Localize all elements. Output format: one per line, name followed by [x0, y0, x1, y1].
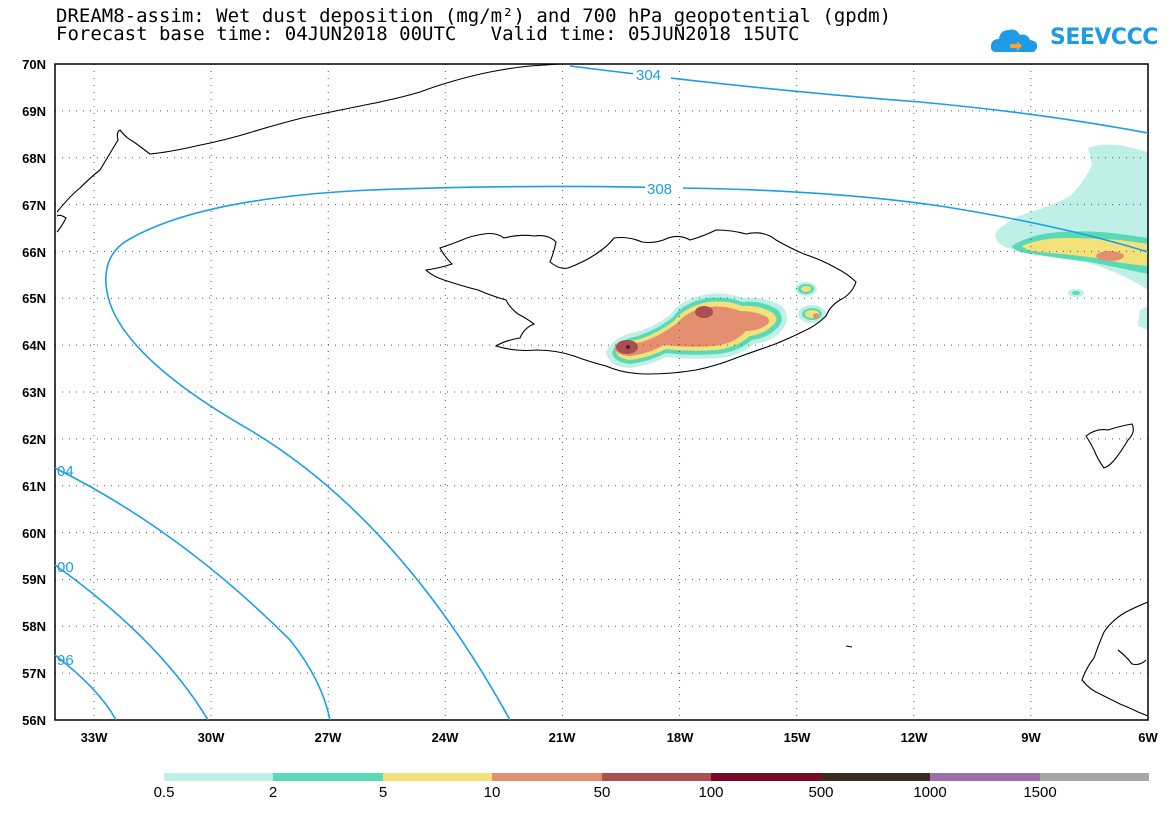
lat-label-63n: 63N [22, 385, 46, 400]
seevccc-logo [990, 29, 1038, 53]
lat-label-65n: 65N [22, 291, 46, 306]
faroe-islands [1085, 423, 1134, 469]
lon-label-24w: 24W [432, 730, 459, 745]
lon-label-30w: 30W [198, 730, 225, 745]
lat-label-59n: 59N [22, 572, 46, 587]
lon-label-27w: 27W [315, 730, 342, 745]
lon-label-9w: 9W [1021, 730, 1041, 745]
colorbar-segment-5 [711, 773, 821, 781]
colorbar-segment-7 [930, 773, 1040, 781]
coastlines [56, 63, 1149, 717]
lon-label-21w: 21W [549, 730, 576, 745]
lat-label-67n: 67N [22, 198, 46, 213]
lat-label-57n: 57N [22, 666, 46, 681]
colorbar-segment-1 [273, 773, 383, 781]
colorbar-segment-2 [383, 773, 492, 781]
lon-label-12w: 12W [901, 730, 928, 745]
colorbar-segment-0 [164, 773, 273, 781]
colorbar-label-1500: 1500 [1023, 784, 1057, 801]
iceland-coast [424, 229, 857, 375]
dust-deposition-shading [606, 144, 1148, 368]
longitude-labels: 33W 30W 27W 24W 21W 18W 15W 12W 9W 6W [81, 730, 1159, 745]
colorbar-segment-8 [1040, 773, 1149, 781]
map-title: DREAM8-assim: Wet dust deposition (mg/m²… [56, 5, 892, 27]
contour-label-304-west: 04 [57, 463, 74, 480]
cloud-icon [990, 29, 1038, 53]
colorbar-label-5: 5 [378, 784, 388, 801]
lat-label-60n: 60N [22, 526, 46, 541]
contour-label-296-west: 96 [57, 652, 74, 669]
map-frame [54, 63, 1149, 721]
contour-label-300-west: 00 [57, 559, 74, 576]
contour-label-304: 304 [636, 67, 661, 84]
colorbar-label-10: 10 [483, 784, 501, 801]
colorbar-label-50: 50 [593, 784, 611, 801]
lon-label-18w: 18W [667, 730, 694, 745]
graticule [55, 64, 1148, 720]
colorbar-label-100: 100 [698, 784, 724, 801]
geopotential-contours [54, 65, 1149, 721]
lat-label-70n: 70N [22, 57, 46, 72]
colorbar-label-0.5: 0.5 [153, 784, 175, 801]
lat-label-69n: 69N [22, 104, 46, 119]
lat-label-68n: 68N [22, 151, 46, 166]
colorbar-segment-4 [602, 773, 711, 781]
greenland-coast [56, 63, 561, 213]
colorbar-label-500: 500 [808, 784, 834, 801]
colorbar-segment-6 [821, 773, 930, 781]
lat-label-64n: 64N [22, 338, 46, 353]
lon-label-6w: 6W [1138, 730, 1158, 745]
lat-label-66n: 66N [22, 245, 46, 260]
colorbar-segment-3 [492, 773, 602, 781]
map-subtitle-times: Forecast base time: 04JUN2018 00UTC Vali… [56, 23, 800, 45]
contour-label-308: 308 [647, 181, 672, 198]
scotland-coast [1081, 601, 1149, 717]
colorbar-label-1000: 1000 [913, 784, 947, 801]
lat-label-56n: 56N [22, 713, 46, 728]
logo-text: SEEVCCC [1050, 25, 1158, 50]
lon-label-33w: 33W [81, 730, 108, 745]
lat-label-62n: 62N [22, 432, 46, 447]
lat-label-61n: 61N [22, 479, 46, 494]
colorbar-label-2: 2 [268, 784, 278, 801]
lon-label-15w: 15W [784, 730, 811, 745]
latitude-labels: 70N 69N 68N 67N 66N 65N 64N 63N 62N 61N … [22, 57, 46, 728]
lat-label-58n: 58N [22, 619, 46, 634]
